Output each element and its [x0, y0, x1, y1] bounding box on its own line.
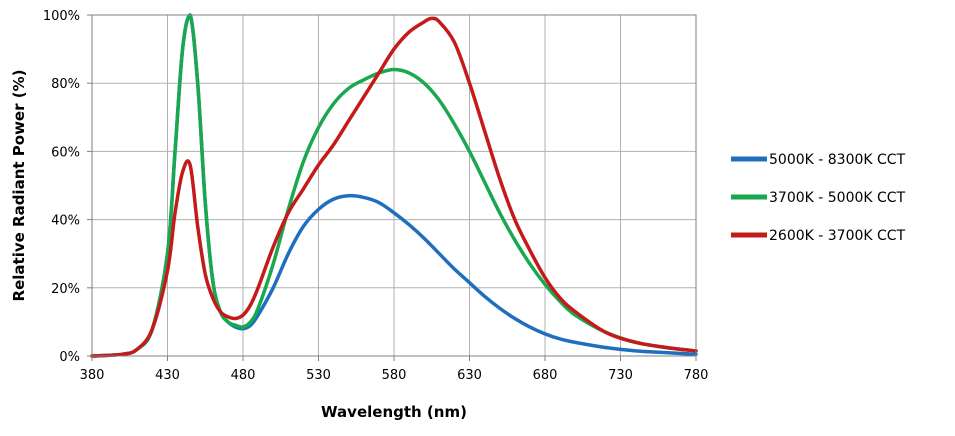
legend: 5000K - 8300K CCT 3700K - 5000K CCT 2600K … [731, 152, 906, 244]
y-tick-label: 0% [59, 350, 80, 365]
y-tick-label: 20% [51, 282, 80, 297]
y-tick-label: 60% [51, 145, 80, 160]
y-tick-label: 100% [43, 9, 80, 24]
legend-label: 5000K - 8300K CCT [769, 152, 906, 168]
y-axis-label: Relative Radiant Power (%) [10, 70, 28, 302]
series-line-3 [90, 16, 698, 358]
series-line-2 [90, 13, 698, 358]
y-tick-label: 40% [51, 214, 80, 229]
grid [92, 15, 696, 356]
x-axis-ticks: 380 430 480 530 580 630 680 730 780 [80, 356, 709, 383]
series-layer [90, 13, 698, 358]
x-tick-label: 480 [231, 368, 256, 383]
x-axis-label: Wavelength (nm) [321, 403, 467, 421]
x-tick-label: 630 [457, 368, 482, 383]
x-tick-label: 430 [155, 368, 180, 383]
x-tick-label: 380 [80, 368, 105, 383]
x-tick-label: 780 [684, 368, 709, 383]
x-tick-label: 530 [306, 368, 331, 383]
legend-label: 2600K - 3700K CCT [769, 228, 906, 244]
y-tick-label: 80% [51, 77, 80, 92]
y-axis-ticks: 0% 20% 40% 60% 80% 100% [43, 9, 92, 365]
x-tick-label: 730 [608, 368, 633, 383]
x-tick-label: 680 [533, 368, 558, 383]
legend-label: 3700K - 5000K CCT [769, 190, 906, 206]
x-tick-label: 580 [382, 368, 407, 383]
